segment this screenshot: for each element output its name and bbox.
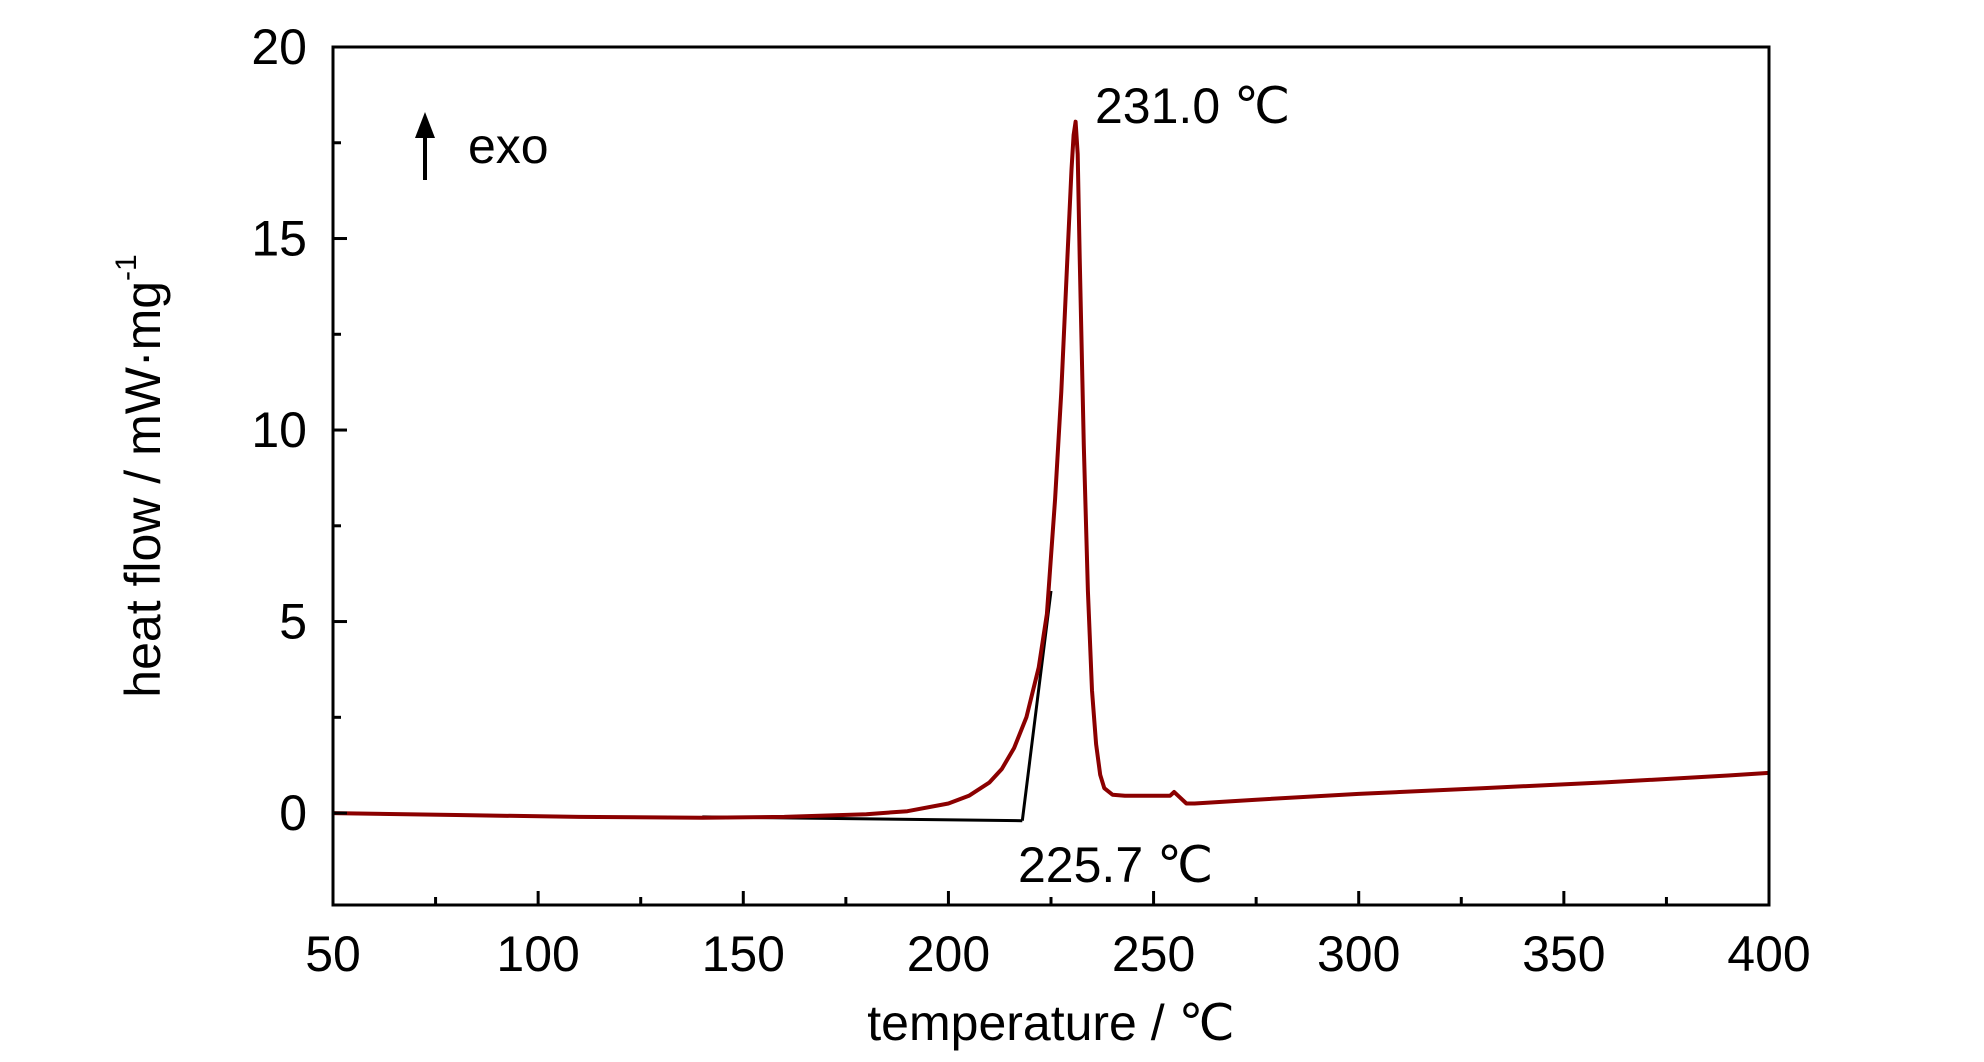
plot-layer — [332, 119, 1770, 823]
x-tick-label: 100 — [496, 926, 579, 982]
peak-temperature-label: 231.0 ℃ — [1095, 78, 1290, 134]
y-tick-label: 15 — [251, 211, 307, 267]
x-tick-label: 400 — [1727, 926, 1810, 982]
exo-label: exo — [468, 118, 549, 174]
x-tick-label: 50 — [305, 926, 361, 982]
x-axis-title: temperature / ℃ — [867, 995, 1234, 1051]
onset-temperature-label: 225.7 ℃ — [1018, 837, 1213, 893]
x-tick-label: 200 — [907, 926, 990, 982]
y-axis-ticks — [333, 45, 347, 815]
x-tick-label: 300 — [1317, 926, 1400, 982]
y-tick-label: 5 — [279, 594, 307, 650]
y-tick-label: 0 — [279, 785, 307, 841]
y-axis-title-superscript: -1 — [110, 254, 143, 281]
y-tick-label: 20 — [251, 19, 307, 75]
plot-frame — [331, 45, 1771, 907]
y-tick-label: 10 — [251, 402, 307, 458]
exo-indicator: exo — [415, 112, 549, 180]
y-axis-title: heat flow / mW·mg-1 — [110, 254, 171, 697]
x-axis-tick-labels: 50 100 150 200 250 300 350 400 — [305, 926, 1811, 982]
x-tick-label: 150 — [702, 926, 785, 982]
y-axis-tick-labels: 0 5 10 15 20 — [251, 19, 307, 841]
y-axis-title-main: heat flow / mW·mg — [115, 281, 171, 698]
up-arrow-icon — [415, 112, 435, 180]
x-tick-label: 250 — [1112, 926, 1195, 982]
dsc-curve-line — [332, 119, 1770, 820]
x-tick-label: 350 — [1522, 926, 1605, 982]
x-axis-ticks — [331, 891, 1771, 905]
